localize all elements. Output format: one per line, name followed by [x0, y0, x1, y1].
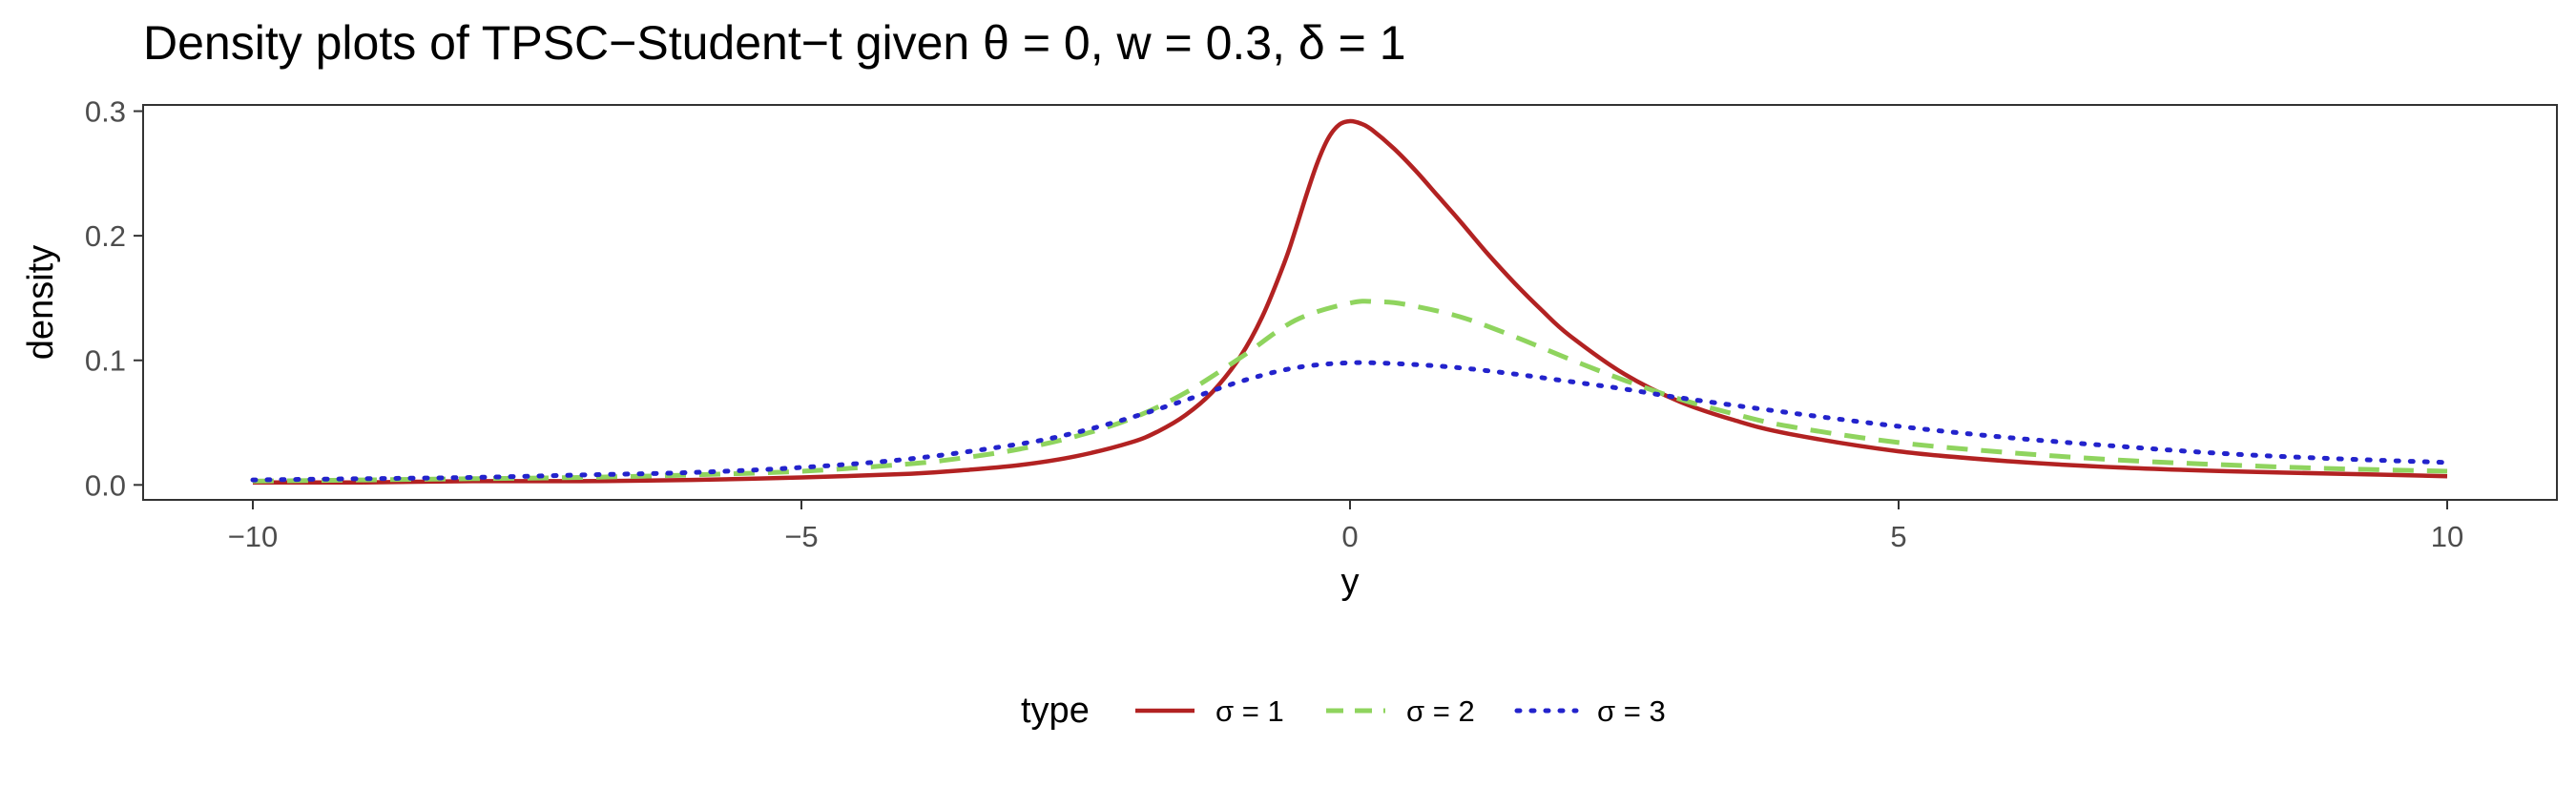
- y-axis: 0.0 0.1 0.2 0.3: [85, 95, 143, 502]
- legend-label-1: σ = 1: [1215, 694, 1284, 728]
- x-axis-title: y: [1341, 562, 1360, 602]
- series-line-1: [252, 118, 2448, 486]
- legend-label-3: σ = 3: [1597, 694, 1666, 728]
- series-line-2: [252, 299, 2448, 484]
- y-axis-title: density: [21, 245, 61, 360]
- legend: type σ = 1 σ = 2 σ = 3: [1021, 691, 1666, 731]
- x-tick-label: 5: [1890, 520, 1906, 553]
- x-tick-label: −5: [784, 520, 818, 553]
- legend-label-2: σ = 2: [1406, 694, 1475, 728]
- y-tick-label: 0.3: [85, 95, 126, 129]
- x-tick-label: 0: [1341, 520, 1358, 553]
- chart-title: Density plots of TPSC−Student−t given θ …: [143, 16, 1406, 70]
- x-axis: −10 −5 0 5 10: [228, 500, 2463, 553]
- y-tick-label: 0.1: [85, 344, 126, 378]
- series-line-3: [250, 360, 2450, 483]
- y-tick-label: 0.0: [85, 468, 126, 502]
- series-layer: [250, 118, 2450, 486]
- legend-title: type: [1021, 691, 1090, 731]
- y-tick-label: 0.2: [85, 219, 126, 253]
- x-tick-label: 10: [2431, 520, 2463, 553]
- plot-panel: [142, 104, 2558, 501]
- x-tick-label: −10: [228, 520, 279, 553]
